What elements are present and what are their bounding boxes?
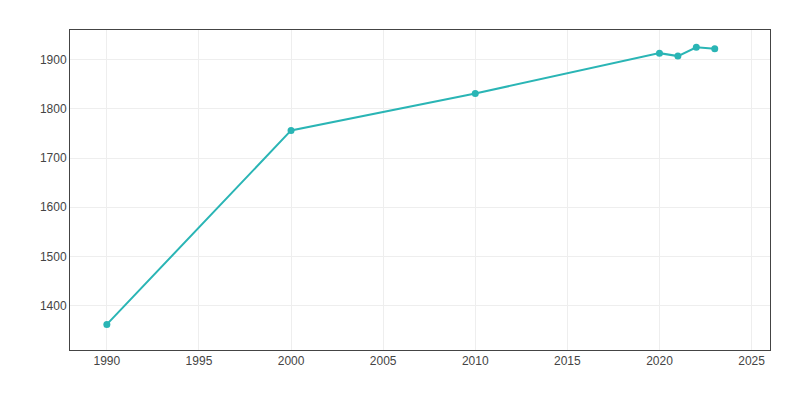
svg-text:1400: 1400 [40, 299, 67, 313]
svg-text:2005: 2005 [370, 354, 397, 368]
svg-text:1600: 1600 [40, 200, 67, 214]
svg-text:1990: 1990 [93, 354, 120, 368]
svg-text:2020: 2020 [646, 354, 673, 368]
svg-text:2010: 2010 [462, 354, 489, 368]
svg-text:1500: 1500 [40, 250, 67, 264]
svg-text:1800: 1800 [40, 102, 67, 116]
svg-text:1995: 1995 [186, 354, 213, 368]
svg-text:1900: 1900 [40, 53, 67, 67]
svg-text:2015: 2015 [554, 354, 581, 368]
svg-text:2025: 2025 [738, 354, 765, 368]
svg-text:1700: 1700 [40, 151, 67, 165]
svg-text:2000: 2000 [278, 354, 305, 368]
